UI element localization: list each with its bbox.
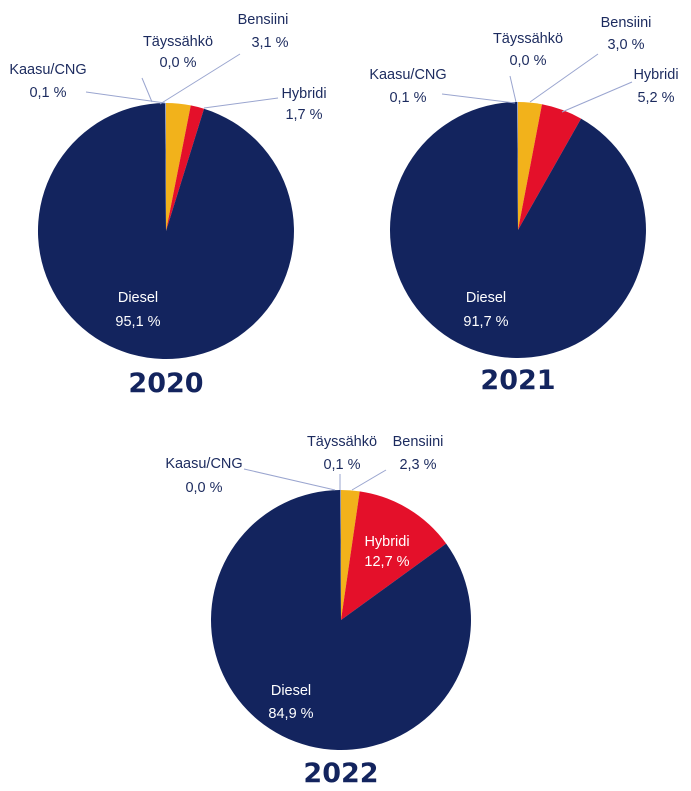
- label-name-bensiini: Bensiini: [393, 434, 444, 450]
- leader-line-hybridi: [561, 81, 633, 113]
- label-value-bensiini: 3,1 %: [251, 35, 288, 51]
- label-value-diesel: 91,7 %: [463, 314, 508, 330]
- chart-title-year: 2022: [303, 758, 378, 789]
- label-name-diesel: Diesel: [118, 290, 158, 306]
- slice-bensiini: [518, 102, 542, 230]
- slice-diesel: [389, 102, 646, 358]
- leader-line-hybridi: [203, 97, 279, 109]
- label-value-tayss-hko: 0,0 %: [159, 55, 196, 71]
- label-value-tayss-hko: 0,0 %: [509, 53, 546, 69]
- leader-line-kaasu-cng: [243, 468, 336, 491]
- label-name-hybridi: Hybridi: [281, 86, 326, 102]
- slice-kaasu-cng: [165, 102, 166, 231]
- label-name-tayss-hko: Täyssähkö: [307, 434, 377, 450]
- label-name-bensiini: Bensiini: [238, 12, 289, 28]
- label-value-diesel: 95,1 %: [115, 314, 160, 330]
- label-value-kaasu-cng: 0,1 %: [29, 85, 66, 101]
- label-name-kaasu-cng: Kaasu/CNG: [165, 456, 242, 472]
- label-value-diesel: 84,9 %: [268, 706, 313, 722]
- label-value-tayss-hko: 0,1 %: [323, 457, 360, 473]
- slice-bensiini: [341, 490, 360, 620]
- label-name-diesel: Diesel: [271, 683, 311, 699]
- slice-diesel: [37, 103, 294, 359]
- label-value-hybridi: 1,7 %: [285, 107, 322, 123]
- label-value-hybridi: 5,2 %: [637, 90, 674, 106]
- label-value-bensiini: 2,3 %: [399, 457, 436, 473]
- label-name-tayss-hko: Täyssähkö: [143, 34, 213, 50]
- label-value-kaasu-cng: 0,1 %: [389, 90, 426, 106]
- label-value-kaasu-cng: 0,0 %: [185, 480, 222, 496]
- label-value-bensiini: 3,0 %: [607, 37, 644, 53]
- slice-kaasu-cng: [517, 101, 518, 231]
- leader-line-bensiini: [529, 53, 599, 103]
- chart-title-year: 2020: [128, 368, 203, 399]
- label-name-kaasu-cng: Kaasu/CNG: [9, 62, 86, 78]
- slice-hybridi: [518, 104, 582, 230]
- leader-line-kaasu-cng: [85, 91, 166, 104]
- slice-diesel: [210, 490, 471, 750]
- pie-chart-2020: Bensiini 3,1 % Hybridi 1,7 % Diesel 95,1 % Kaa…: [9, 12, 326, 399]
- label-name-hybridi: Hybridi: [364, 534, 409, 550]
- chart-title-year: 2021: [480, 365, 555, 396]
- slice-hybridi: [341, 491, 447, 620]
- leader-line-kaasu-cng: [441, 93, 516, 104]
- label-name-hybridi: Hybridi: [633, 67, 678, 83]
- pie-chart-2021: Bensiini 3,0 % Hybridi 5,2 % Diesel 91,7 % Kaa…: [369, 15, 678, 396]
- label-value-hybridi: 12,7 %: [364, 554, 409, 570]
- slice-tayss-hko: [340, 489, 341, 620]
- slice-hybridi: [166, 105, 205, 231]
- slice-bensiini: [166, 103, 191, 231]
- leader-line-tayss-hko: [509, 75, 517, 103]
- leader-line-bensiini: [351, 469, 387, 491]
- label-name-kaasu-cng: Kaasu/CNG: [369, 67, 446, 83]
- label-name-tayss-hko: Täyssähkö: [493, 31, 563, 47]
- leader-line-tayss-hko: [141, 77, 153, 103]
- leader-line-bensiini: [159, 53, 241, 105]
- label-name-bensiini: Bensiini: [601, 15, 652, 31]
- pie-chart-2022: Bensiini 2,3 % Hybridi 12,7 % Diesel 84,9 % Ka…: [165, 434, 471, 789]
- label-name-diesel: Diesel: [466, 290, 506, 306]
